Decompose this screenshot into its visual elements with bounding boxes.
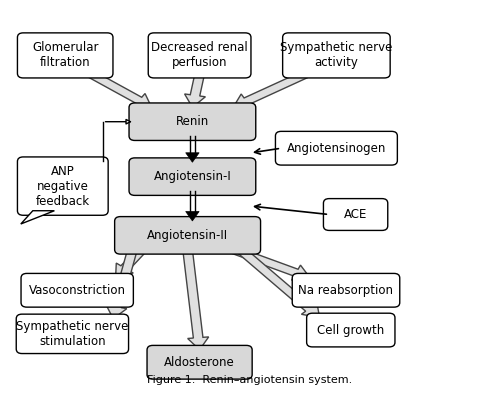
Polygon shape <box>237 247 320 318</box>
FancyBboxPatch shape <box>129 158 256 195</box>
Text: Vasoconstriction: Vasoconstriction <box>28 284 126 297</box>
Polygon shape <box>183 249 208 350</box>
Text: Angiotensin-II: Angiotensin-II <box>147 229 228 242</box>
Polygon shape <box>106 249 137 319</box>
Polygon shape <box>21 211 54 224</box>
Text: Angiotensinogen: Angiotensinogen <box>286 142 386 155</box>
Text: Figure 1.  Renin–angiotensin system.: Figure 1. Renin–angiotensin system. <box>148 375 352 385</box>
Text: Sympathetic nerve
stimulation: Sympathetic nerve stimulation <box>16 320 128 348</box>
FancyBboxPatch shape <box>292 273 400 307</box>
Text: Aldosterone: Aldosterone <box>164 356 235 369</box>
Polygon shape <box>231 246 310 280</box>
Polygon shape <box>116 247 146 278</box>
FancyBboxPatch shape <box>282 33 390 78</box>
Polygon shape <box>186 153 199 162</box>
Polygon shape <box>186 212 199 221</box>
Text: Cell growth: Cell growth <box>317 324 384 337</box>
Text: Angiotensin-I: Angiotensin-I <box>154 170 232 183</box>
Text: Glomerular
filtration: Glomerular filtration <box>32 42 98 69</box>
FancyBboxPatch shape <box>148 33 251 78</box>
Text: Sympathetic nerve
activity: Sympathetic nerve activity <box>280 42 392 69</box>
FancyBboxPatch shape <box>21 273 134 307</box>
FancyBboxPatch shape <box>16 314 128 353</box>
FancyBboxPatch shape <box>306 313 395 347</box>
Text: ACE: ACE <box>344 208 368 221</box>
FancyBboxPatch shape <box>18 33 113 78</box>
Polygon shape <box>89 71 152 107</box>
FancyBboxPatch shape <box>18 157 108 215</box>
FancyBboxPatch shape <box>276 131 398 165</box>
FancyBboxPatch shape <box>324 199 388 231</box>
Text: Renin: Renin <box>176 115 209 128</box>
Text: ANP
negative
feedback: ANP negative feedback <box>36 164 90 208</box>
Polygon shape <box>233 71 308 108</box>
FancyBboxPatch shape <box>114 216 260 254</box>
Text: Na reabsorption: Na reabsorption <box>298 284 394 297</box>
FancyBboxPatch shape <box>129 103 256 141</box>
Text: Decreased renal
perfusion: Decreased renal perfusion <box>151 42 248 69</box>
Polygon shape <box>184 74 206 107</box>
FancyBboxPatch shape <box>147 345 252 379</box>
